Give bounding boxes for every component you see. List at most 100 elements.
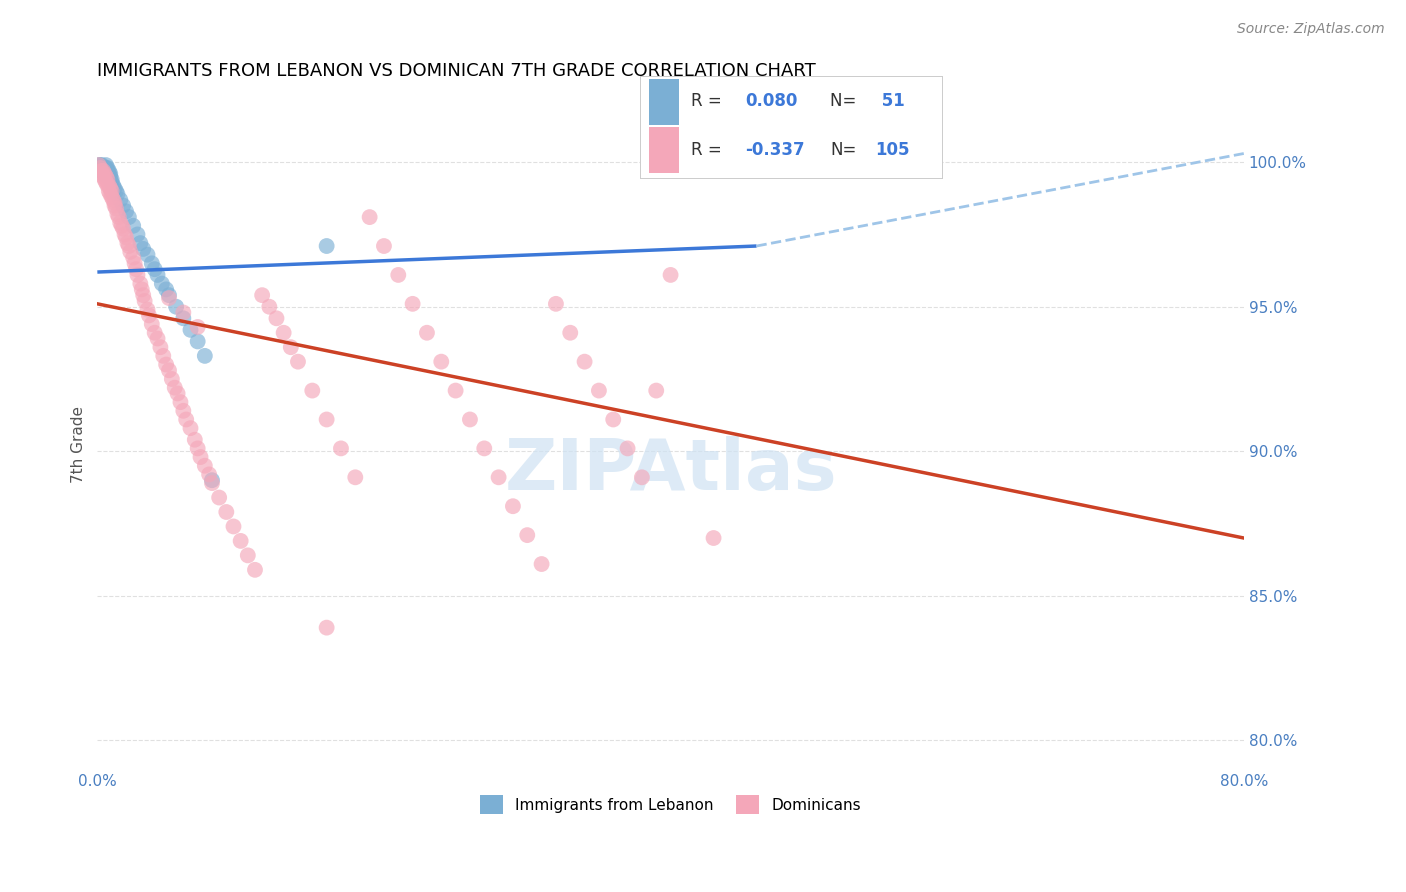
Point [250, 288, 273, 302]
Point [94, 167, 117, 181]
Point [616, 442, 638, 456]
Point [89, 161, 111, 175]
Point [138, 309, 160, 323]
Point [190, 450, 212, 464]
Point [222, 519, 245, 533]
Point [266, 311, 288, 326]
Point [359, 210, 381, 224]
Point [631, 470, 654, 484]
Point [91, 164, 114, 178]
Point [93, 164, 115, 178]
FancyBboxPatch shape [648, 78, 679, 125]
Point [163, 381, 186, 395]
Point [502, 500, 524, 514]
Point [172, 404, 194, 418]
Point [146, 268, 169, 282]
Point [146, 332, 169, 346]
Point [458, 412, 481, 426]
Point [330, 442, 353, 456]
Point [602, 412, 624, 426]
Point [387, 268, 409, 282]
Point [136, 248, 159, 262]
Point [90, 164, 112, 178]
Point [115, 204, 138, 219]
Point [94, 161, 117, 175]
Point [259, 300, 281, 314]
Point [100, 184, 122, 198]
Point [280, 340, 302, 354]
Text: Source: ZipAtlas.com: Source: ZipAtlas.com [1237, 22, 1385, 37]
Point [430, 354, 453, 368]
Point [94, 158, 117, 172]
Point [134, 293, 156, 308]
Text: N=: N= [830, 92, 862, 110]
Point [98, 181, 121, 195]
Point [659, 268, 682, 282]
Point [93, 167, 115, 181]
Point [103, 181, 125, 195]
Point [104, 202, 127, 216]
Point [96, 164, 118, 178]
Point [94, 176, 117, 190]
Point [141, 256, 163, 270]
Point [150, 277, 173, 291]
Point [588, 384, 610, 398]
Point [132, 288, 155, 302]
Point [215, 505, 238, 519]
Point [89, 161, 111, 175]
Point [124, 256, 146, 270]
Point [110, 216, 132, 230]
Point [301, 384, 323, 398]
Point [344, 470, 367, 484]
Point [194, 349, 217, 363]
Point [166, 386, 188, 401]
Point [91, 164, 114, 178]
Text: 51: 51 [876, 92, 904, 110]
Point [103, 198, 125, 212]
Point [236, 549, 259, 563]
Point [118, 239, 141, 253]
Point [89, 158, 111, 172]
Point [645, 384, 668, 398]
Point [120, 244, 142, 259]
Point [101, 193, 124, 207]
Point [115, 230, 138, 244]
Point [179, 421, 201, 435]
Point [187, 334, 209, 349]
Point [544, 297, 567, 311]
Point [96, 178, 118, 193]
Point [94, 169, 117, 184]
Point [111, 219, 134, 233]
Point [100, 176, 122, 190]
Point [373, 239, 395, 253]
Text: -0.337: -0.337 [745, 141, 806, 159]
Point [444, 384, 467, 398]
Text: N=: N= [830, 141, 856, 159]
Text: IMMIGRANTS FROM LEBANON VS DOMINICAN 7TH GRADE CORRELATION CHART: IMMIGRANTS FROM LEBANON VS DOMINICAN 7TH… [97, 62, 815, 79]
Point [169, 395, 191, 409]
Point [243, 563, 266, 577]
FancyBboxPatch shape [648, 127, 679, 173]
Point [157, 363, 180, 377]
Point [160, 372, 183, 386]
Point [416, 326, 439, 340]
Point [90, 161, 112, 175]
Point [157, 288, 180, 302]
Point [201, 476, 224, 491]
Point [208, 491, 231, 505]
Point [574, 354, 596, 368]
Point [315, 239, 337, 253]
Point [104, 184, 127, 198]
Point [472, 442, 495, 456]
Point [174, 412, 197, 426]
Point [149, 340, 172, 354]
Point [97, 178, 120, 193]
Point [100, 172, 122, 186]
Point [112, 198, 135, 212]
Point [136, 302, 159, 317]
Point [103, 195, 125, 210]
Point [516, 528, 538, 542]
Point [98, 167, 121, 181]
Point [90, 158, 112, 172]
Point [560, 326, 582, 340]
